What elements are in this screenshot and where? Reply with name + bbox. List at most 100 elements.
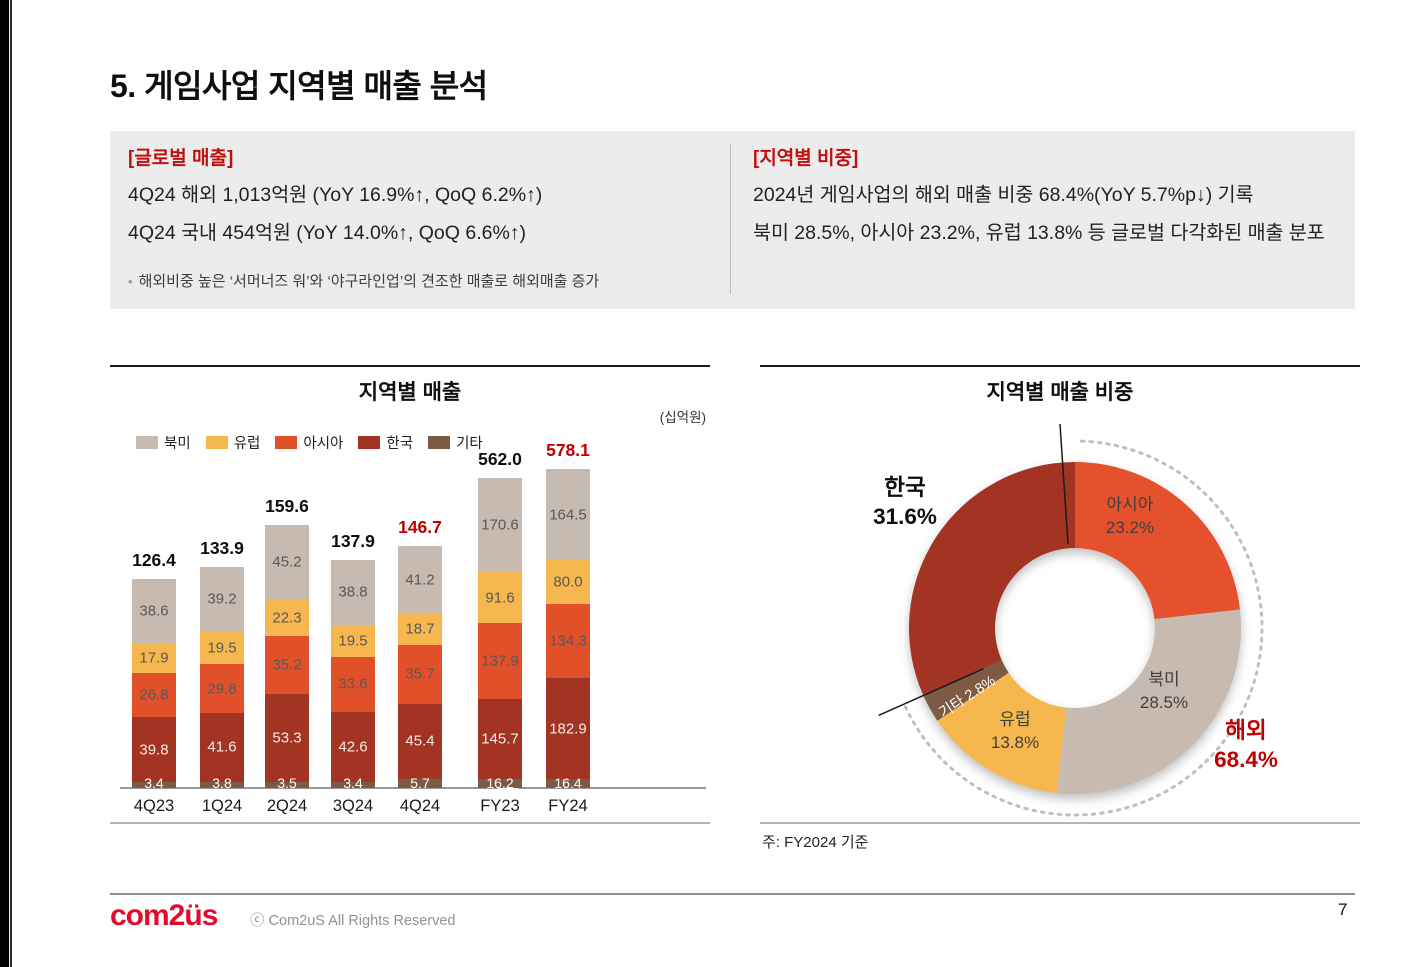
donut-label-europe: 유럽 13.8% bbox=[990, 710, 1040, 752]
global-revenue-bullet: • 해외비중 높은 ‘서머너즈 워’와 ‘야구라인업’의 견조한 매출로 해외매출… bbox=[128, 272, 600, 290]
regional-share-donut-chart: 지역별 매출 비중 한국 31.6% 아시아 23.2% 북미 28.5% 유럽… bbox=[760, 360, 1360, 851]
bar-chart-bottom-rule bbox=[110, 822, 710, 824]
divider-line-top bbox=[1059, 423, 1069, 545]
bar-segment-others bbox=[478, 779, 522, 788]
donut-label-korea: 한국 31.6% bbox=[873, 475, 937, 530]
footer-rule bbox=[110, 893, 1355, 895]
bar-segment-north_america: 164.5 bbox=[546, 469, 590, 561]
bar-category-label: 4Q24 bbox=[399, 797, 441, 815]
bar-value-label: 91.6 bbox=[485, 589, 515, 607]
bar-value-label: 42.6 bbox=[338, 738, 368, 756]
bar-value-label: 19.5 bbox=[207, 639, 237, 657]
overseas-dotted-arc bbox=[902, 439, 1264, 817]
bar-value-label: 5.7 bbox=[410, 775, 430, 788]
donut-slice-north_america bbox=[1056, 609, 1241, 794]
legend-item-europe: 유럽 bbox=[205, 432, 261, 453]
bar-segment-korea: 41.6 bbox=[200, 713, 244, 782]
bar-segment-europe: 17.9 bbox=[132, 642, 176, 673]
donut-chart-bottom-rule bbox=[760, 822, 1360, 824]
legend-item-others: 기타 bbox=[428, 432, 483, 453]
legend-label: 유럽 bbox=[233, 436, 261, 452]
bar-value-label: 16.4 bbox=[554, 775, 582, 788]
legend-label: 한국 bbox=[386, 436, 414, 452]
bar-chart-top-rule bbox=[110, 365, 710, 367]
bar-value-label: 39.2 bbox=[207, 590, 237, 608]
donut-slice-korea bbox=[909, 462, 1075, 696]
bar-total-label: 133.9 bbox=[200, 538, 244, 559]
regional-revenue-bar-chart: 지역별 매출 (십억원) 북미 유럽 아시아 한국 기타 3.4 39.8 26.8 17.9… bbox=[110, 360, 710, 835]
bar-segment-korea: 53.3 bbox=[265, 694, 309, 783]
bar-value-label: 41.2 bbox=[405, 571, 435, 589]
bar-value-label: 182.9 bbox=[549, 720, 587, 738]
regional-share-heading: [지역별 비중] bbox=[753, 148, 859, 169]
bar-chart-unit-label: (십억원) bbox=[659, 410, 706, 425]
highlight-box-divider bbox=[730, 144, 731, 294]
bar-segment-korea: 145.7 bbox=[478, 698, 522, 780]
bar-category-label: FY23 bbox=[480, 797, 520, 815]
legend-swatch-others bbox=[428, 436, 451, 449]
bar-category-label: 2Q24 bbox=[266, 797, 308, 815]
bar-value-label: 41.6 bbox=[207, 738, 237, 756]
bar-value-label: 38.8 bbox=[338, 583, 368, 601]
bar-segment-others bbox=[200, 781, 244, 788]
bar-value-label: 22.3 bbox=[272, 609, 302, 627]
bar-value-label: 137.9 bbox=[481, 652, 519, 670]
bar-total-label: 562.0 bbox=[478, 449, 522, 470]
bar-segment-north_america: 38.8 bbox=[331, 560, 375, 625]
bar-total-label: 578.1 bbox=[546, 440, 590, 461]
bar-value-label: 45.4 bbox=[405, 732, 435, 750]
donut-chart-note: 주: FY2024 기준 bbox=[762, 834, 869, 851]
bar-value-label: 18.7 bbox=[405, 620, 435, 638]
bar-value-label: 29.8 bbox=[207, 680, 237, 698]
donut-slice-asia bbox=[1075, 462, 1240, 620]
global-revenue-line1: 4Q24 해외 1,013억원 (YoY 16.9%↑, QoQ 6.2%↑) bbox=[128, 184, 543, 206]
bar-value-label: 3.5 bbox=[277, 775, 297, 788]
donut-slice-others bbox=[923, 660, 1009, 721]
bar-segment-others bbox=[132, 782, 176, 788]
copyright-text: ⓒ Com2uS All Rights Reserved bbox=[250, 913, 456, 929]
bar-segment-others bbox=[546, 778, 590, 788]
bar-segment-north_america: 38.6 bbox=[132, 579, 176, 643]
bar-value-label: 53.3 bbox=[272, 729, 302, 747]
bar-segment-asia: 35.2 bbox=[265, 636, 309, 695]
bar-value-label: 3.4 bbox=[144, 775, 164, 788]
bar-segment-asia: 29.8 bbox=[200, 663, 244, 714]
global-revenue-line2: 4Q24 국내 454억원 (YoY 14.0%↑, QoQ 6.6%↑) bbox=[128, 222, 527, 245]
bar-value-label: 35.7 bbox=[405, 665, 435, 683]
bar-total-label: 159.6 bbox=[265, 495, 309, 516]
bar-segment-europe: 91.6 bbox=[478, 572, 522, 623]
donut-slice-europe bbox=[937, 672, 1067, 793]
bar-segment-others bbox=[398, 778, 442, 788]
bar-segment-others bbox=[265, 782, 309, 788]
bar-segment-asia: 137.9 bbox=[478, 622, 522, 699]
bar-segment-europe: 80.0 bbox=[546, 560, 590, 605]
legend-swatch-north_america bbox=[136, 436, 158, 449]
bar-segment-korea: 45.4 bbox=[398, 703, 442, 779]
bullet-icon: • bbox=[128, 273, 133, 289]
bar-segment-asia: 26.8 bbox=[132, 672, 176, 717]
global-revenue-heading: [글로벌 매출] bbox=[128, 148, 234, 169]
bar-category-label: 4Q23 bbox=[133, 797, 175, 815]
legend-item-asia: 아시아 bbox=[275, 432, 343, 453]
bar-value-label: 164.5 bbox=[549, 506, 587, 524]
donut-chart-top-rule bbox=[760, 365, 1360, 367]
bar-segment-others bbox=[331, 782, 375, 788]
bar-segment-north_america: 41.2 bbox=[398, 545, 442, 614]
legend-label: 북미 bbox=[164, 436, 191, 452]
legend-item-north_america: 북미 bbox=[136, 432, 191, 453]
global-revenue-block: [글로벌 매출] 4Q24 해외 1,013억원 (YoY 16.9%↑, Qo… bbox=[128, 143, 708, 306]
bar-value-label: 170.6 bbox=[481, 516, 519, 534]
bar-segment-korea: 42.6 bbox=[331, 712, 375, 783]
left-edge-strip bbox=[0, 0, 13, 967]
quarterly-axis-line bbox=[120, 787, 498, 789]
page-title: 5. 게임사업 지역별 매출 분석 bbox=[110, 68, 488, 105]
bar-segment-asia: 134.3 bbox=[546, 604, 590, 679]
donut-label-overseas: 해외 68.4% bbox=[1214, 718, 1278, 773]
bar-value-label: 26.8 bbox=[139, 686, 169, 704]
legend-swatch-asia bbox=[275, 436, 298, 449]
donut-label-asia: 아시아 23.2% bbox=[1105, 495, 1155, 537]
bar-category-label: FY24 bbox=[548, 797, 588, 815]
donut-label-north-america: 북미 28.5% bbox=[1139, 670, 1189, 712]
regional-share-block: [지역별 비중] 2024년 게임사업의 해외 매출 비중 68.4%(YoY … bbox=[753, 143, 1343, 258]
